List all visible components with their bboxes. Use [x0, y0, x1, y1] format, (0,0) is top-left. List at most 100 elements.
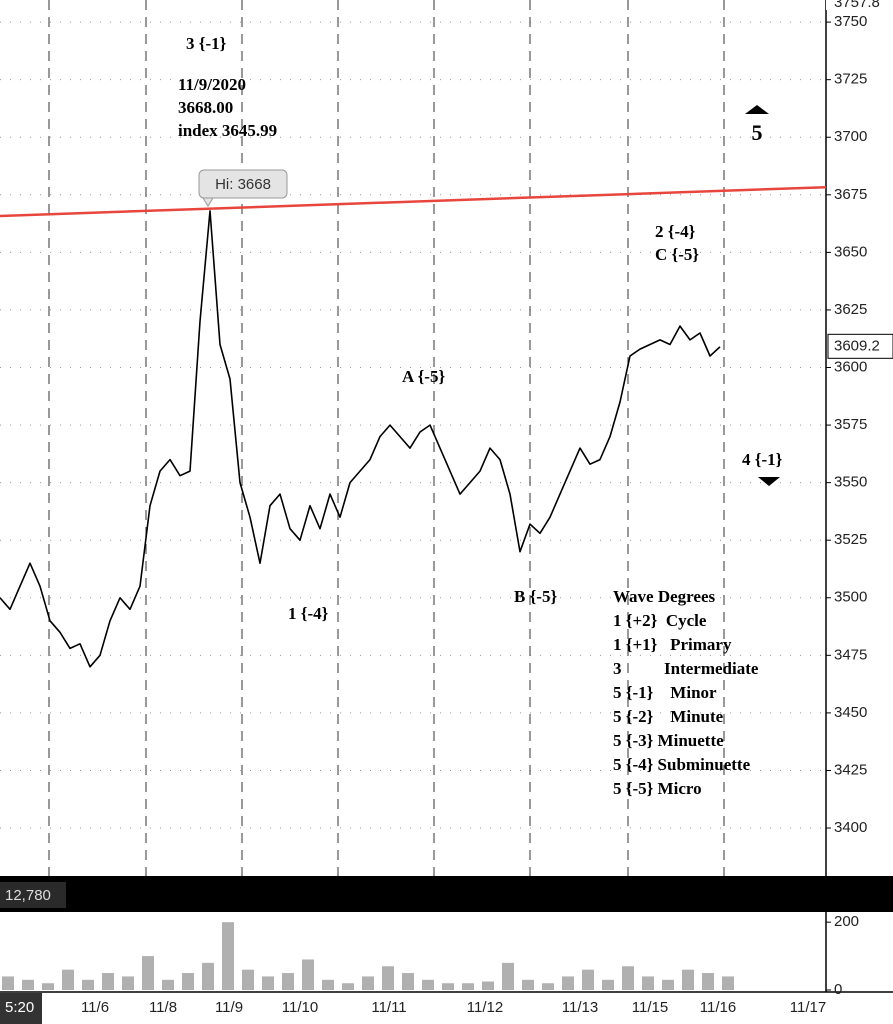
last-price-label: 3609.2 — [834, 337, 880, 354]
wave-degree-row: 5 {-5} Micro — [613, 779, 702, 798]
volume-header-box — [0, 882, 66, 908]
volume-bar — [462, 983, 474, 990]
y-tick-label: 3575 — [834, 416, 867, 433]
volume-bar — [122, 976, 134, 990]
volume-bar — [102, 973, 114, 990]
last-price-box — [827, 333, 893, 359]
wave-degrees-title: Wave Degrees — [613, 587, 716, 606]
y-tick-label: 3500 — [834, 589, 867, 606]
volume-bar — [722, 976, 734, 990]
volume-bar — [522, 979, 534, 990]
y-tick-label: 3450 — [834, 704, 867, 721]
annotation: index 3645.99 — [178, 121, 277, 140]
volume-bar — [62, 969, 74, 990]
volume-bar — [622, 966, 634, 990]
volume-bar — [302, 959, 314, 990]
y-tick-label: 3625 — [834, 301, 867, 318]
y-tick-label: 3650 — [834, 243, 867, 260]
volume-bar — [162, 979, 174, 990]
volume-bar — [222, 922, 234, 990]
volume-bar — [142, 956, 154, 990]
wave-degree-row: 1 {+2} Cycle — [613, 611, 707, 630]
x-tick-label: 11/6 — [81, 999, 109, 1016]
wave-degrees: Wave Degrees 1 {+2} Cycle 1 {+1} Primary 3… — [613, 587, 759, 798]
volume-bar — [642, 976, 654, 990]
volume-bar — [2, 976, 14, 990]
y-tick-label: 3475 — [834, 646, 867, 663]
time-label: 5:20 — [5, 999, 34, 1016]
price-line — [0, 210, 721, 668]
x-tick-label: 11/10 — [282, 999, 318, 1016]
wave-degree-row: 3 Intermediate — [613, 659, 759, 678]
volume-bar — [502, 962, 514, 990]
annotation: 3 {-1} — [186, 34, 227, 53]
annotation: 11/9/2020 — [178, 75, 246, 94]
top-label-bg — [826, 0, 893, 10]
y-tick-label: 3600 — [834, 358, 867, 375]
time-box — [0, 993, 42, 1024]
up-arrow — [745, 105, 769, 114]
wave-degree-row: 5 {-4} Subminuette — [613, 755, 751, 774]
volume-bar — [202, 962, 214, 990]
annotation: 2 {-4} — [655, 222, 696, 241]
x-tick-label: 11/17 — [790, 999, 826, 1016]
volume-bar — [242, 969, 254, 990]
annotation: B {-5} — [514, 587, 557, 606]
x-tick-label: 11/16 — [700, 999, 736, 1016]
y-tick-label: 3750 — [834, 13, 867, 30]
hi-tag-box — [198, 169, 288, 199]
y-tick-label: 3400 — [834, 819, 867, 836]
volume-bar — [342, 983, 354, 990]
volume-bar — [182, 973, 194, 990]
volume-tick-label: 0 — [834, 981, 842, 998]
y-tick-label: 3525 — [834, 531, 867, 548]
volume-bar — [82, 979, 94, 990]
annotation: 4 {-1} — [742, 450, 783, 469]
x-tick-label: 11/12 — [467, 999, 503, 1016]
volume-bar — [682, 969, 694, 990]
volume-bar — [262, 976, 274, 990]
volume-bar — [662, 979, 674, 990]
volume-bar — [42, 983, 54, 990]
x-tick-label: 11/8 — [149, 999, 177, 1016]
volume-bar — [542, 983, 554, 990]
volume-bar — [602, 979, 614, 990]
wave-degree-row: 5 {-1} Minor — [613, 683, 717, 702]
volume-tick-label: 200 — [834, 913, 859, 930]
annotation: A {-5} — [402, 367, 445, 386]
annotation: 1 {-4} — [288, 604, 329, 623]
trendline — [0, 185, 827, 218]
y-tick-label: 3700 — [834, 128, 867, 145]
y-tick-label: 3675 — [834, 186, 867, 203]
down-arrow — [758, 477, 780, 486]
hi-tag-pointer — [202, 197, 214, 207]
volume-bar — [442, 983, 454, 990]
annotation: 3668.00 — [178, 98, 233, 117]
annotation: 5 — [752, 120, 763, 145]
hi-tag: Hi: 3668 — [215, 176, 271, 193]
volume-bar — [582, 969, 594, 990]
volume-bar — [702, 973, 714, 990]
x-tick-label: 11/9 — [215, 999, 243, 1016]
volume-bar — [482, 981, 494, 990]
volume-bar — [282, 973, 294, 990]
volume-header-label: 12,780 — [5, 887, 51, 904]
volume-bar — [22, 979, 34, 990]
wave-degree-row: 5 {-2} Minute — [613, 707, 724, 726]
volume-bar — [382, 966, 394, 990]
volume-bar — [362, 976, 374, 990]
annotation: C {-5} — [655, 245, 699, 264]
volume-bar — [322, 979, 334, 990]
y-tick-label: 3725 — [834, 71, 867, 88]
x-tick-label: 11/15 — [632, 999, 668, 1016]
volume-bar — [402, 973, 414, 990]
wave-degree-row: 5 {-3} Minuette — [613, 731, 724, 750]
volume-bar — [422, 979, 434, 990]
x-tick-label: 11/13 — [562, 999, 598, 1016]
top-label: 3757.8 — [834, 0, 880, 11]
volume-bar — [562, 976, 574, 990]
y-tick-label: 3550 — [834, 474, 867, 491]
wave-degree-row: 1 {+1} Primary — [613, 635, 732, 654]
